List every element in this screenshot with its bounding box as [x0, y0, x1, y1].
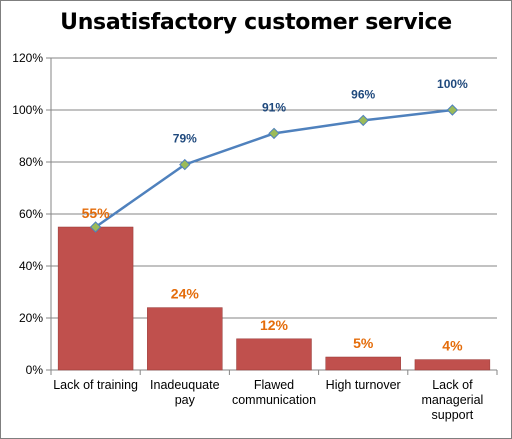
line-point: [446, 104, 459, 116]
bar: [57, 226, 134, 371]
cumulative-line: [94, 108, 453, 229]
x-category-label: Lack of managerial support: [421, 378, 483, 422]
y-tick-label: 120%: [12, 51, 43, 65]
chart-title: Unsatisfactory customer service: [60, 10, 452, 35]
line-point: [357, 114, 369, 127]
line-data-label: 79%: [173, 132, 197, 146]
x-category-label: Lack of training: [53, 378, 138, 392]
line-point: [179, 158, 191, 171]
y-tick-label: 0%: [26, 363, 44, 377]
bar: [147, 307, 223, 371]
y-tick-label: 100%: [12, 103, 43, 117]
bar: [236, 338, 312, 371]
x-category-label: Inadeuquate pay: [150, 378, 220, 407]
bar-data-label: 24%: [171, 286, 200, 302]
bar: [325, 356, 401, 371]
line-point: [89, 221, 102, 233]
line-data-label: 91%: [262, 100, 286, 114]
y-tick-label: 80%: [19, 155, 43, 169]
line-data-label: 100%: [437, 77, 468, 91]
line-data-label: 96%: [351, 87, 375, 101]
bar: [414, 359, 491, 371]
bar-data-label: 55%: [82, 205, 111, 221]
bar-data-label: 4%: [442, 338, 463, 354]
bar-data-label: 12%: [260, 317, 289, 333]
line-point: [268, 127, 280, 140]
x-category-label: Flawed communication: [232, 378, 316, 407]
bar-data-label: 5%: [353, 335, 374, 351]
y-tick-label: 60%: [19, 207, 43, 221]
y-tick-label: 20%: [19, 311, 43, 325]
x-category-label: High turnover: [326, 378, 401, 392]
y-tick-label: 40%: [19, 259, 43, 273]
